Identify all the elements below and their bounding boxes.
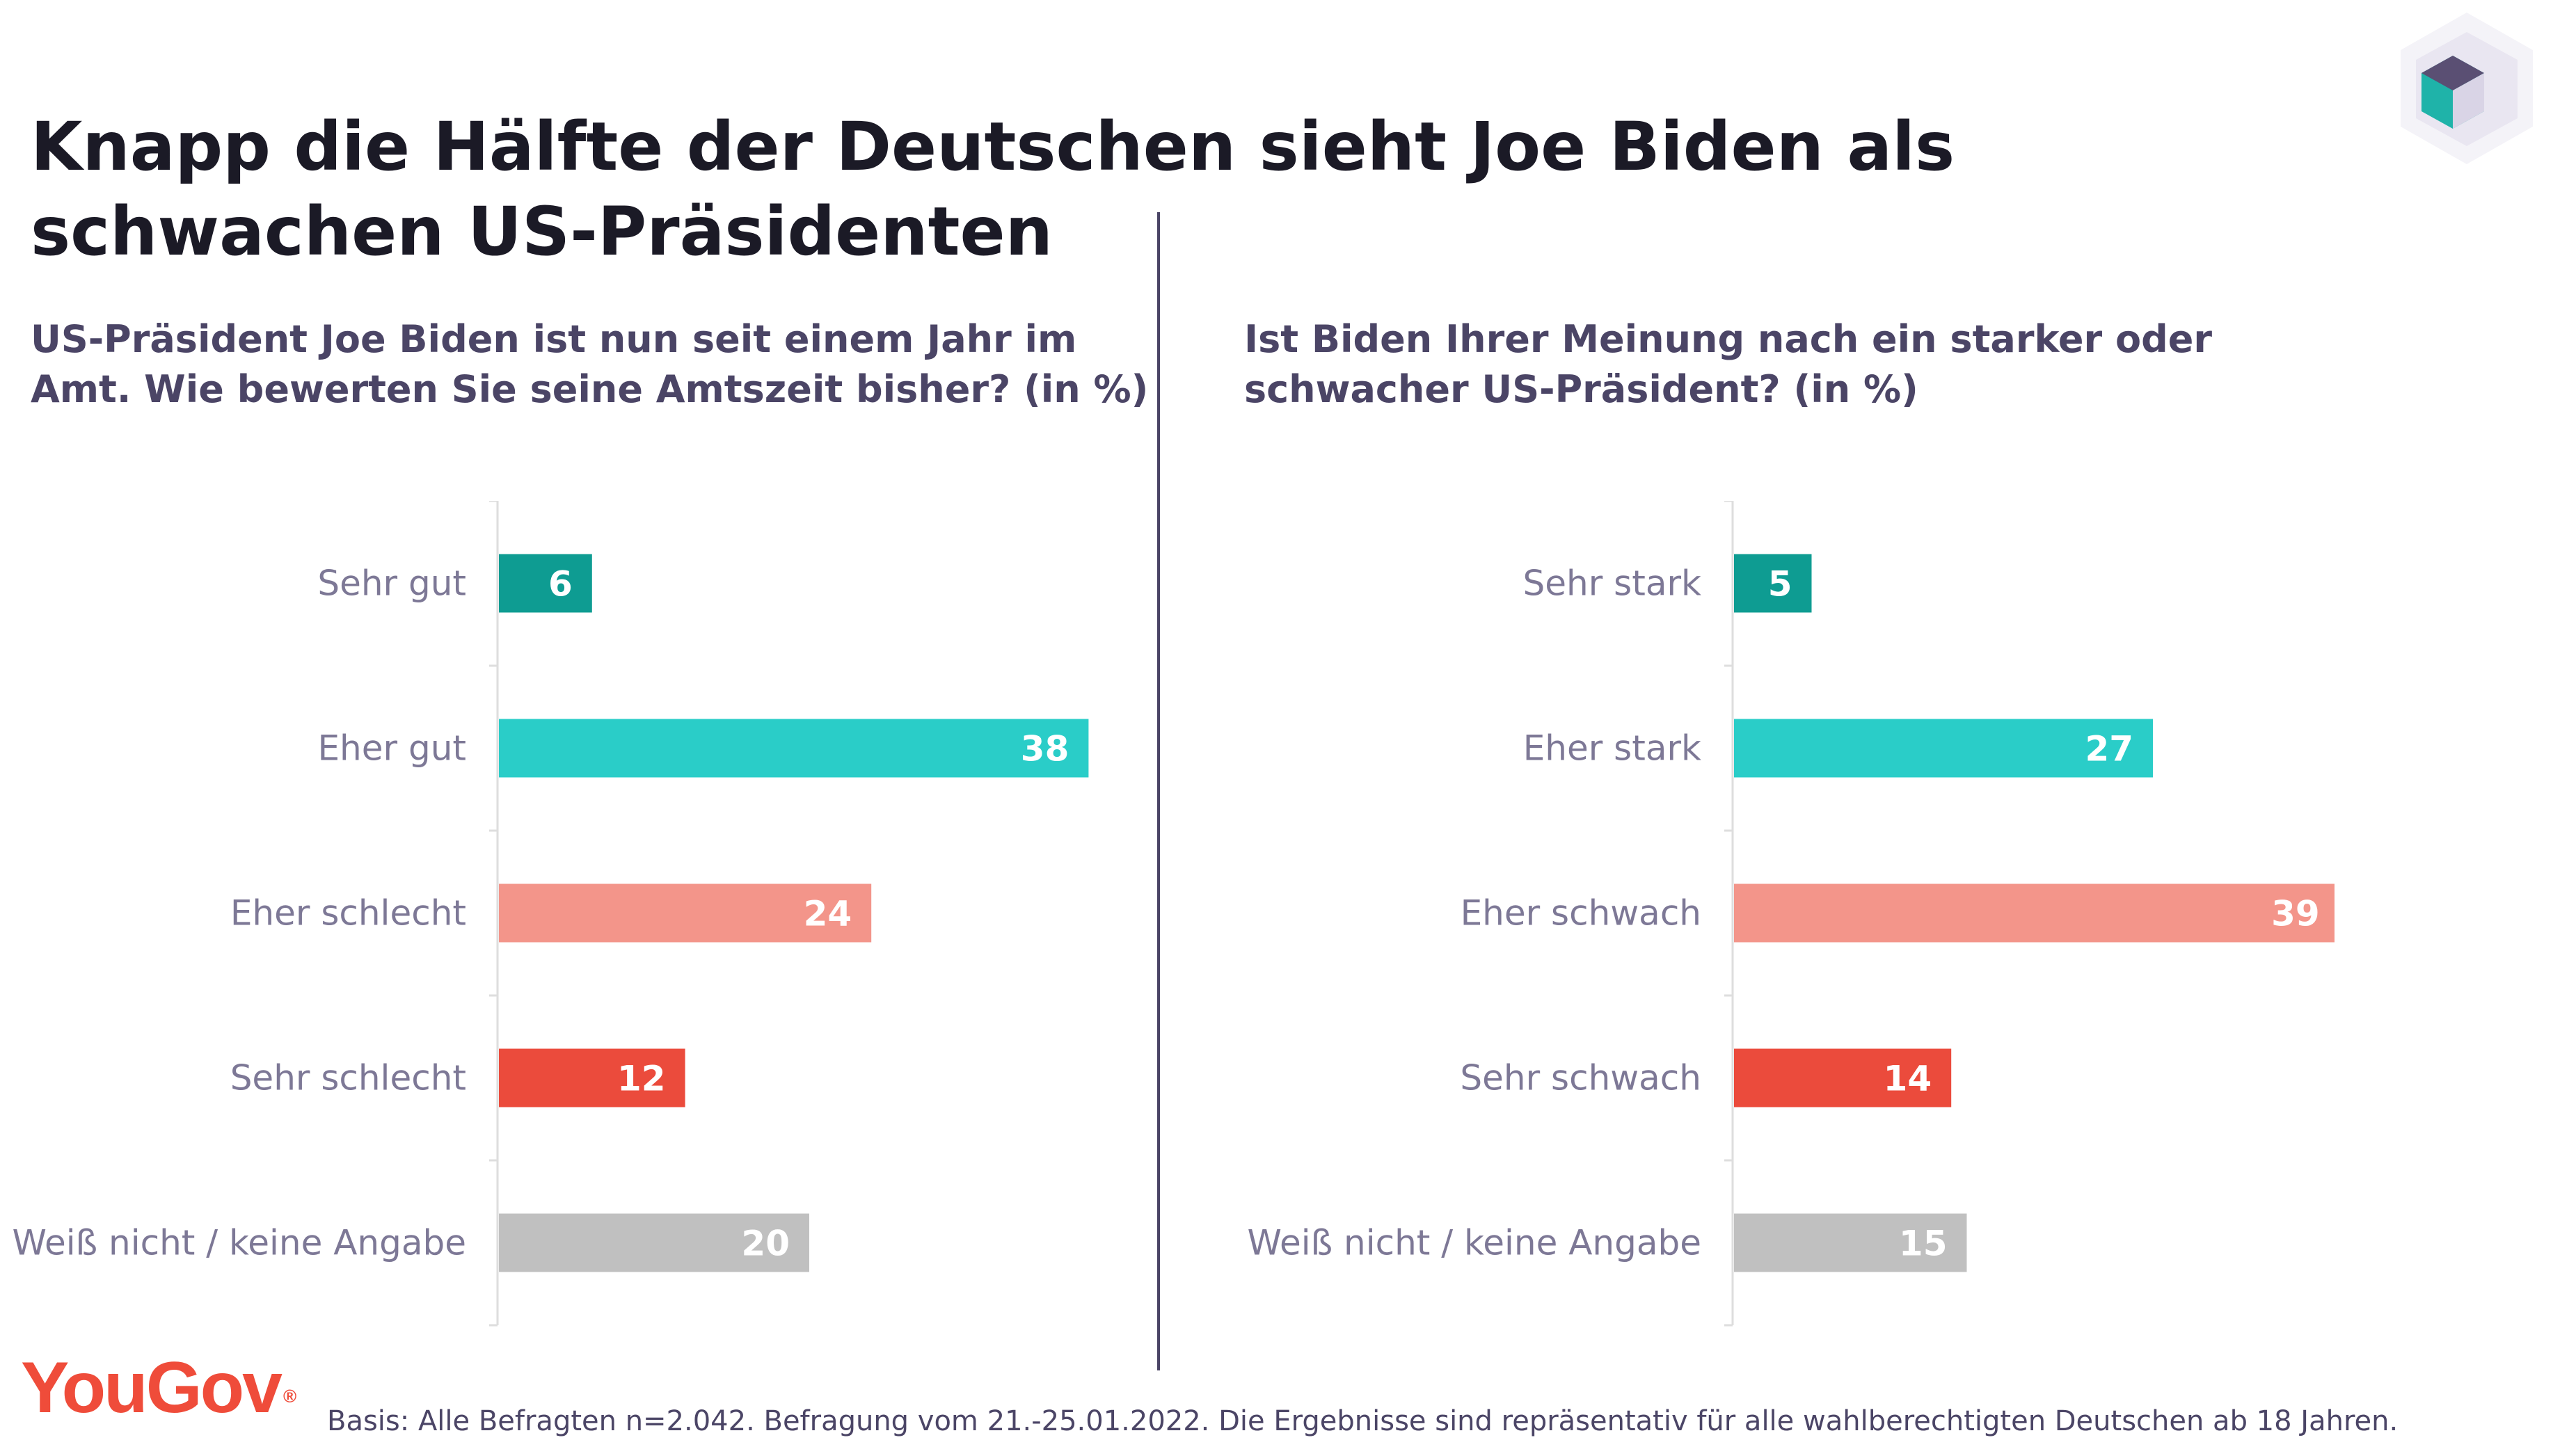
right-value-label: 15 xyxy=(1899,1224,1948,1264)
right-category-label: Eher stark xyxy=(1523,728,1701,769)
left-category-label: Weiß nicht / keine Angabe xyxy=(13,1223,467,1263)
page-title: Knapp die Hälfte der Deutschen sieht Joe… xyxy=(31,108,1955,271)
yougov-logo: YouGov ® xyxy=(21,1350,296,1426)
left-category-label: Sehr gut xyxy=(317,563,466,604)
right-bar-chart-svg: Sehr stark 5 Eher stark 27 Eher schwach 39 Seh… xyxy=(1248,501,2335,1327)
left-category-label: Sehr schlecht xyxy=(230,1058,466,1098)
left-value-label: 24 xyxy=(804,894,852,934)
footnote: Basis: Alle Befragten n=2.042. Befragung… xyxy=(327,1405,2399,1437)
left-bar xyxy=(499,1213,809,1272)
left-value-label: 20 xyxy=(741,1224,790,1264)
left-value-label: 38 xyxy=(1021,729,1069,769)
right-category-label: Sehr stark xyxy=(1523,563,1701,604)
left-chart-title: US-Präsident Joe Biden ist nun seit eine… xyxy=(31,317,1149,411)
cube-logo-icon xyxy=(2401,13,2533,164)
yougov-logo-text: YouGov xyxy=(21,1347,283,1428)
registered-mark: ® xyxy=(283,1386,297,1407)
right-bar xyxy=(1734,554,1812,613)
right-category-label: Eher schwach xyxy=(1461,893,1701,934)
left-category-label: Eher gut xyxy=(317,728,466,769)
right-value-label: 14 xyxy=(1884,1059,1932,1099)
left-bar xyxy=(499,883,872,943)
left-bar xyxy=(499,554,592,613)
left-category-label: Eher schlecht xyxy=(230,893,466,934)
right-bar-chart: Sehr stark 5 Eher stark 27 Eher schwach 39 Seh… xyxy=(1235,501,2335,1329)
right-bar xyxy=(1734,1213,1967,1272)
right-category-label: Weiß nicht / keine Angabe xyxy=(1248,1223,1702,1263)
right-bar xyxy=(1734,719,2154,778)
right-value-label: 39 xyxy=(2271,894,2320,934)
chart-divider xyxy=(1157,212,1160,1370)
left-bar-chart: Sehr gut 6 Eher gut 38 Eher schlecht 24 Sehr s… xyxy=(0,501,1099,1329)
right-bar xyxy=(1734,883,2335,943)
right-value-label: 27 xyxy=(2085,729,2134,769)
left-value-label: 12 xyxy=(617,1059,666,1099)
left-bar xyxy=(499,1048,685,1107)
right-category-label: Sehr schwach xyxy=(1460,1058,1701,1098)
right-bar xyxy=(1734,1048,1952,1107)
left-bar xyxy=(499,719,1089,778)
left-bar-chart-svg: Sehr gut 6 Eher gut 38 Eher schlecht 24 Sehr s… xyxy=(13,501,1089,1327)
left-value-label: 6 xyxy=(548,564,573,605)
right-value-label: 5 xyxy=(1768,564,1792,605)
right-chart-title: Ist Biden Ihrer Meinung nach ein starker… xyxy=(1244,317,2212,411)
